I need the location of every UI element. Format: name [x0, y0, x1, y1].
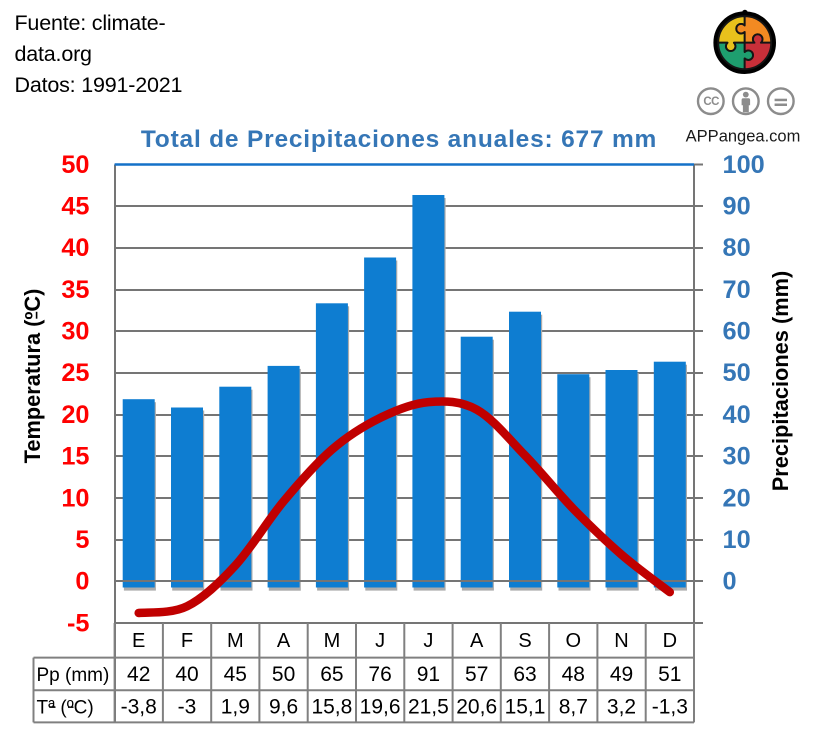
svg-text:40: 40	[61, 234, 89, 262]
svg-text:-1,3: -1,3	[652, 696, 688, 719]
svg-text:51: 51	[658, 663, 681, 686]
svg-text:-3: -3	[178, 696, 197, 719]
svg-text:50: 50	[272, 663, 295, 686]
svg-text:0: 0	[723, 568, 737, 596]
svg-text:data.org: data.org	[15, 42, 92, 66]
svg-text:-3,8: -3,8	[121, 696, 157, 719]
svg-text:19,6: 19,6	[360, 696, 401, 719]
svg-text:15: 15	[61, 443, 89, 471]
svg-text:35: 35	[61, 276, 89, 304]
svg-text:25: 25	[61, 359, 89, 387]
svg-text:Fuente: climate-: Fuente: climate-	[15, 11, 166, 35]
svg-text:63: 63	[513, 663, 536, 686]
svg-text:48: 48	[562, 663, 585, 686]
svg-text:70: 70	[723, 276, 751, 304]
svg-text:0: 0	[75, 568, 89, 596]
svg-text:30: 30	[61, 318, 89, 346]
svg-text:90: 90	[723, 193, 751, 221]
svg-text:E: E	[132, 630, 145, 652]
svg-text:Total de Precipitaciones anual: Total de Precipitaciones anuales: 677 mm	[141, 126, 657, 153]
svg-text:20: 20	[61, 401, 89, 429]
svg-text:Datos: 1991-2021: Datos: 1991-2021	[15, 73, 183, 97]
svg-text:40: 40	[723, 401, 751, 429]
svg-text:8,7: 8,7	[559, 696, 588, 719]
svg-text:20: 20	[723, 484, 751, 512]
svg-text:D: D	[663, 630, 677, 652]
svg-text:15,1: 15,1	[505, 696, 546, 719]
svg-text:50: 50	[723, 359, 751, 387]
svg-text:1,9: 1,9	[221, 696, 250, 719]
svg-text:-5: -5	[67, 609, 90, 637]
svg-text:M: M	[324, 630, 341, 652]
svg-text:57: 57	[465, 663, 488, 686]
svg-text:N: N	[614, 630, 628, 652]
svg-text:A: A	[277, 630, 291, 652]
svg-text:50: 50	[61, 151, 89, 179]
svg-text:45: 45	[61, 193, 89, 221]
svg-text:M: M	[227, 630, 244, 652]
svg-text:76: 76	[368, 663, 391, 686]
svg-text:80: 80	[723, 234, 751, 262]
svg-text:91: 91	[417, 663, 440, 686]
svg-text:100: 100	[723, 151, 765, 179]
svg-text:60: 60	[723, 318, 751, 346]
svg-text:O: O	[566, 630, 582, 652]
svg-text:Precipitaciones (mm): Precipitaciones (mm)	[768, 271, 793, 491]
svg-text:CC: CC	[703, 96, 719, 108]
svg-text:21,5: 21,5	[408, 696, 449, 719]
svg-text:5: 5	[75, 526, 89, 554]
svg-text:30: 30	[723, 443, 751, 471]
svg-text:9,6: 9,6	[269, 696, 298, 719]
svg-text:42: 42	[127, 663, 150, 686]
svg-text:S: S	[518, 630, 531, 652]
svg-text:Pp (mm): Pp (mm)	[37, 665, 110, 686]
svg-text:J: J	[423, 630, 433, 652]
svg-text:Temperatura (ºC): Temperatura (ºC)	[20, 289, 45, 464]
svg-text:J: J	[375, 630, 385, 652]
svg-text:APPangea.com: APPangea.com	[686, 127, 801, 145]
svg-text:F: F	[181, 630, 193, 652]
svg-text:20,6: 20,6	[456, 696, 497, 719]
svg-text:10: 10	[723, 526, 751, 554]
svg-text:Tª (ºC): Tª (ºC)	[37, 698, 94, 719]
svg-text:49: 49	[610, 663, 633, 686]
svg-text:3,2: 3,2	[607, 696, 636, 719]
svg-text:A: A	[470, 630, 484, 652]
svg-text:40: 40	[175, 663, 198, 686]
svg-text:15,8: 15,8	[311, 696, 352, 719]
svg-text:65: 65	[320, 663, 343, 686]
svg-text:45: 45	[224, 663, 247, 686]
svg-text:10: 10	[61, 484, 89, 512]
